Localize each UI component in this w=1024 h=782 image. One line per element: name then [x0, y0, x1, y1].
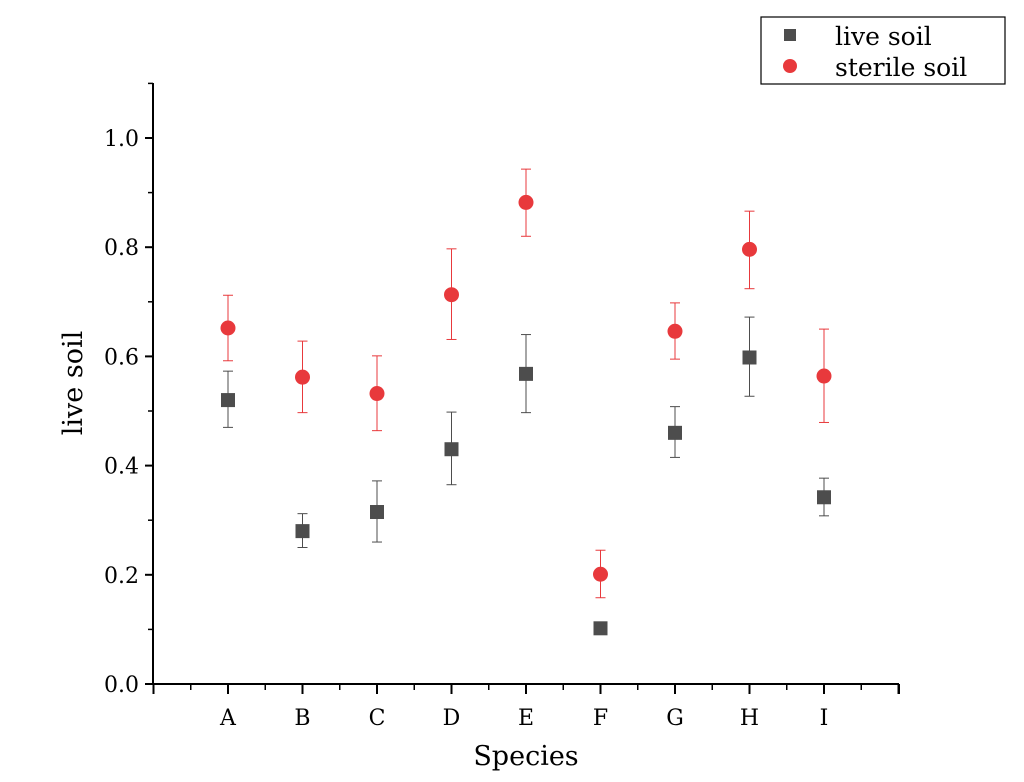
- series-layer: [220, 168, 832, 636]
- data-point-square: [221, 393, 235, 408]
- x-ticks: A B C D E F G H I: [152, 684, 900, 731]
- y-tick-label: 1.0: [104, 127, 139, 152]
- data-point-circle: [816, 368, 832, 384]
- data-point-circle: [667, 323, 683, 339]
- y-tick-label: 0.4: [104, 455, 139, 480]
- y-tick-label: 0.0: [104, 673, 139, 698]
- data-point-square: [817, 490, 831, 505]
- x-tick-label: E: [518, 706, 534, 731]
- series-live-soil: [221, 316, 831, 636]
- legend-label-live-soil: live soil: [835, 22, 932, 51]
- data-point-circle: [742, 241, 757, 257]
- x-tick-label: C: [369, 706, 386, 731]
- legend: live soil sterile soil: [760, 16, 1006, 85]
- y-ticks: 0.0 0.2 0.4 0.6 0.8 1.0: [104, 82, 153, 698]
- data-point-circle: [369, 386, 385, 402]
- y-tick-label: 0.2: [104, 564, 139, 589]
- data-point-square: [370, 505, 384, 520]
- y-tick-label: 0.6: [104, 345, 139, 370]
- data-point-circle: [444, 287, 459, 303]
- data-point-circle: [518, 194, 534, 210]
- x-tick-label: F: [593, 706, 608, 731]
- x-tick-label: B: [294, 706, 310, 731]
- x-tick-label: I: [820, 706, 829, 731]
- x-axis-title: Species: [473, 741, 578, 772]
- data-point-square: [295, 524, 310, 539]
- legend-marker-live-soil: [784, 29, 796, 41]
- x-tick-label: G: [666, 706, 684, 731]
- data-point-square: [668, 425, 682, 440]
- data-point-circle: [295, 369, 310, 385]
- y-axis-title: live soil: [58, 331, 89, 435]
- data-point-circle: [593, 566, 608, 582]
- y-tick-label: 0.8: [104, 236, 139, 261]
- data-point-circle: [220, 320, 236, 336]
- data-point-square: [742, 350, 757, 365]
- legend-marker-sterile-soil: [783, 59, 797, 73]
- legend-label-sterile-soil: sterile soil: [835, 53, 967, 82]
- data-point-square: [444, 442, 459, 457]
- x-tick-label: D: [443, 706, 461, 731]
- legend-box: [760, 16, 1006, 85]
- data-point-square: [593, 621, 608, 636]
- x-tick-label: H: [740, 706, 759, 731]
- series-sterile-soil: [220, 168, 832, 599]
- data-point-square: [519, 366, 533, 381]
- x-tick-label: A: [219, 706, 237, 731]
